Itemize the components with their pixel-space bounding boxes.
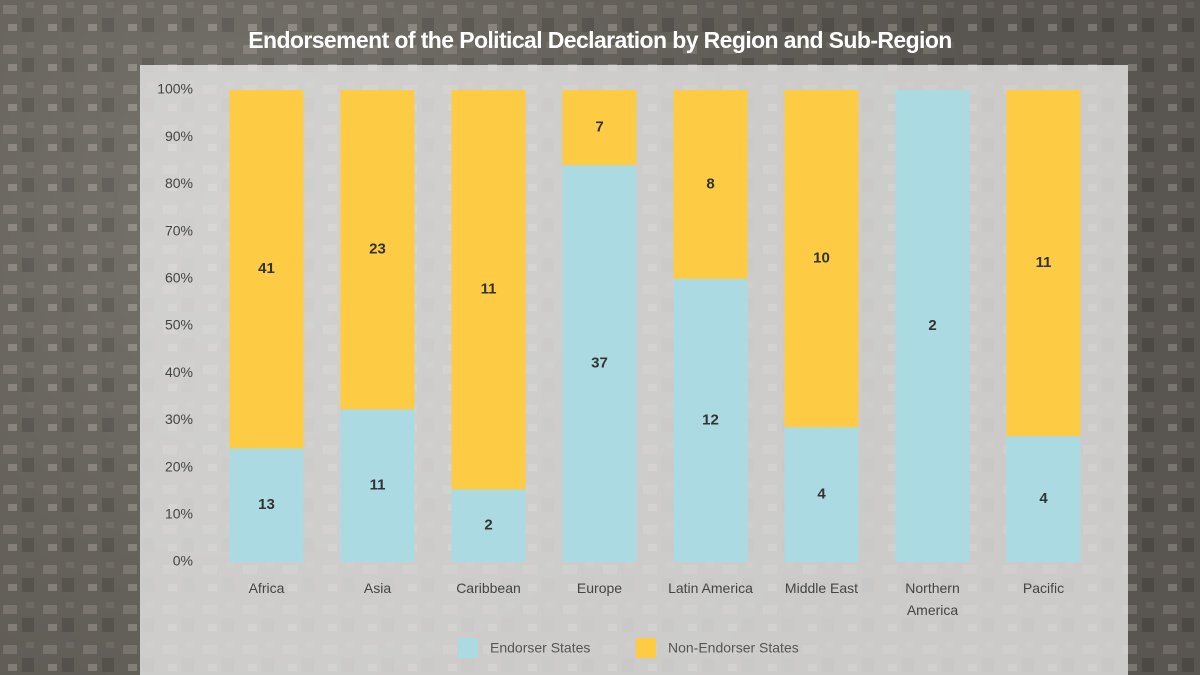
chart-title: Endorsement of the Political Declaration… (248, 27, 951, 53)
x-tick-label: Latin America (668, 580, 753, 596)
data-label: 2 (484, 517, 492, 534)
bar-segment (340, 90, 415, 410)
x-tick-label: Pacific (1022, 580, 1065, 596)
bar-segment (673, 90, 748, 279)
x-tick-label: Caribbean (456, 580, 521, 596)
bar-segment (562, 165, 637, 562)
data-label: 10 (813, 250, 830, 267)
data-label: 11 (481, 281, 497, 298)
bar-segment (784, 427, 859, 562)
bar-segment (1006, 90, 1081, 437)
x-tick-label: Middle East (784, 580, 859, 596)
bar-segment (1006, 436, 1081, 562)
bar-segment (562, 90, 637, 166)
bar-segment (784, 90, 859, 428)
legend-label: Non-Endorser States (668, 640, 799, 656)
bar-segment (340, 409, 415, 562)
x-tick-label: Asia (363, 580, 392, 596)
bar-segment (229, 90, 304, 449)
data-label: 23 (369, 241, 386, 258)
bar-segment (451, 90, 526, 490)
data-label: 2 (928, 317, 936, 334)
legend-swatch (636, 638, 656, 658)
x-tick-label: Europe (576, 580, 623, 596)
y-tick-label: 40% (165, 364, 193, 380)
y-tick-label: 80% (165, 175, 193, 191)
y-tick-label: 60% (165, 270, 193, 286)
data-label: 8 (706, 175, 714, 192)
data-label: 4 (817, 486, 826, 503)
y-tick-label: 20% (165, 458, 193, 474)
legend-label: Endorser States (490, 640, 590, 656)
data-label: 37 (591, 355, 608, 372)
data-label: 4 (1039, 490, 1048, 507)
bar-segment (451, 489, 526, 562)
legend-swatch (458, 638, 478, 658)
x-tick-label: Northern America (905, 580, 960, 618)
data-label: 12 (702, 411, 719, 428)
bar-segment (229, 448, 304, 562)
bar-segment (673, 278, 748, 562)
data-label: 13 (258, 496, 275, 513)
y-tick-label: 50% (165, 317, 193, 333)
y-tick-label: 70% (165, 222, 193, 238)
bar-segment (895, 90, 970, 562)
y-tick-label: 30% (165, 411, 193, 427)
data-label: 11 (1036, 254, 1052, 271)
y-tick-label: 90% (165, 128, 193, 144)
data-label: 7 (595, 119, 603, 136)
data-label: 11 (370, 477, 386, 494)
y-tick-label: 100% (157, 81, 193, 97)
x-tick-label: Africa (248, 580, 285, 596)
y-tick-label: 0% (173, 553, 193, 569)
y-tick-label: 10% (165, 506, 193, 522)
data-label: 41 (258, 260, 275, 277)
